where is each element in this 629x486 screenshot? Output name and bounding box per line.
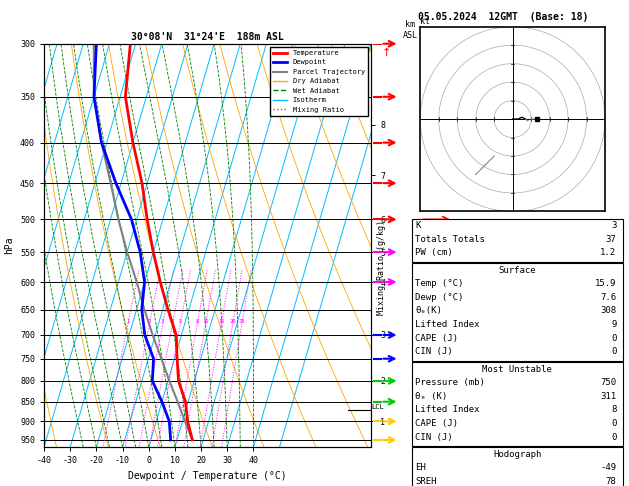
Text: Mixing Ratio (g/kg): Mixing Ratio (g/kg): [377, 220, 386, 315]
Text: Pressure (mb): Pressure (mb): [415, 378, 485, 387]
Text: SREH: SREH: [415, 477, 437, 486]
Title: 30°08'N  31°24'E  188m ASL: 30°08'N 31°24'E 188m ASL: [131, 32, 284, 42]
Text: Lifted Index: Lifted Index: [415, 405, 480, 415]
Text: Hodograph: Hodograph: [493, 450, 542, 459]
Text: 8: 8: [196, 319, 199, 324]
Text: θₑ(K): θₑ(K): [415, 307, 442, 315]
Text: CAPE (J): CAPE (J): [415, 334, 458, 343]
Text: Surface: Surface: [499, 265, 536, 275]
Text: 78: 78: [606, 477, 616, 486]
Text: 0: 0: [611, 419, 616, 428]
Text: 750: 750: [600, 378, 616, 387]
Text: 25: 25: [238, 319, 245, 324]
Text: CIN (J): CIN (J): [415, 347, 453, 356]
X-axis label: Dewpoint / Temperature (°C): Dewpoint / Temperature (°C): [128, 471, 287, 481]
Text: 311: 311: [600, 392, 616, 401]
Text: Most Unstable: Most Unstable: [482, 364, 552, 374]
Text: 0: 0: [611, 334, 616, 343]
Text: 308: 308: [600, 307, 616, 315]
Text: kt: kt: [420, 17, 430, 26]
Text: K: K: [415, 221, 421, 230]
Text: Lifted Index: Lifted Index: [415, 320, 480, 329]
Text: km
ASL: km ASL: [403, 20, 418, 40]
Text: 7.6: 7.6: [600, 293, 616, 302]
Text: 3: 3: [161, 319, 164, 324]
Text: 4: 4: [170, 319, 174, 324]
Text: 1.2: 1.2: [600, 248, 616, 258]
Text: 20: 20: [230, 319, 236, 324]
Text: 3: 3: [611, 221, 616, 230]
Text: 15.9: 15.9: [595, 279, 616, 288]
Text: CAPE (J): CAPE (J): [415, 419, 458, 428]
Text: EH: EH: [415, 464, 426, 472]
Text: θₑ (K): θₑ (K): [415, 392, 447, 401]
Text: 8: 8: [611, 405, 616, 415]
Text: Totals Totals: Totals Totals: [415, 235, 485, 244]
Text: 37: 37: [606, 235, 616, 244]
Text: ↑: ↑: [382, 48, 391, 58]
Text: 15: 15: [218, 319, 225, 324]
Text: Dewp (°C): Dewp (°C): [415, 293, 464, 302]
Text: 1: 1: [126, 319, 130, 324]
Text: LCL: LCL: [371, 404, 384, 410]
Text: 2: 2: [148, 319, 151, 324]
Text: 0: 0: [611, 347, 616, 356]
Text: 5: 5: [179, 319, 182, 324]
Legend: Temperature, Dewpoint, Parcel Trajectory, Dry Adiabat, Wet Adiabat, Isotherm, Mi: Temperature, Dewpoint, Parcel Trajectory…: [270, 47, 367, 116]
Text: 05.05.2024  12GMT  (Base: 18): 05.05.2024 12GMT (Base: 18): [418, 12, 589, 22]
Text: PW (cm): PW (cm): [415, 248, 453, 258]
Text: Temp (°C): Temp (°C): [415, 279, 464, 288]
Text: 10: 10: [203, 319, 209, 324]
Y-axis label: hPa: hPa: [4, 237, 14, 254]
Text: -49: -49: [600, 464, 616, 472]
Text: CIN (J): CIN (J): [415, 433, 453, 442]
Text: 0: 0: [611, 433, 616, 442]
Text: 9: 9: [611, 320, 616, 329]
